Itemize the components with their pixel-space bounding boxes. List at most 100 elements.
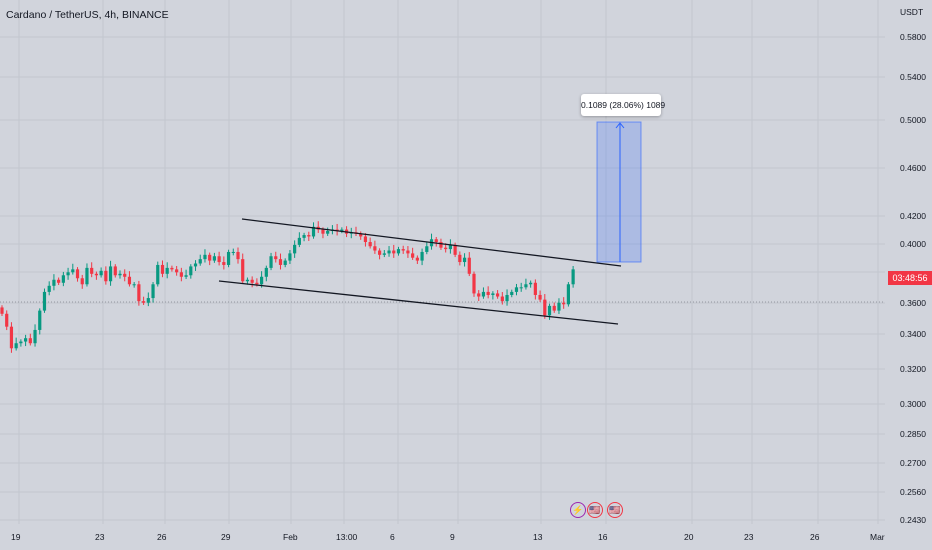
candle-body [14,343,18,349]
candle-body [9,326,14,349]
candle-body [406,250,410,254]
time-tick-label: 13:00 [336,532,358,542]
candle-body [458,254,462,263]
candle-body [453,244,457,255]
candle-body [241,259,245,282]
price-range-label[interactable]: 0.1089 (28.06%) 1089 [581,94,665,116]
channel-upper-trendline[interactable] [241,218,622,267]
time-tick-label: Mar [870,532,885,542]
candle-body [547,305,552,316]
time-tick-label: 23 [95,532,105,542]
candle-body [137,284,141,302]
candle-body [491,293,495,295]
candle-body [255,282,259,285]
candle-body [411,253,415,258]
candle-body [571,269,575,285]
candle-body [462,257,467,263]
candle-body [557,302,561,311]
candle-body [80,278,84,285]
candle-body [467,257,471,274]
price-range-box[interactable] [596,121,642,263]
candle-body [529,282,533,285]
candle-body [326,230,330,234]
candle-body [231,251,235,253]
time-tick-label: Feb [283,532,298,542]
us-flag-icon[interactable]: 🇺🇸 [587,502,603,518]
candle-body [99,270,103,276]
candle-body [198,259,202,264]
time-tick-label: 26 [810,532,820,542]
candle-body [47,285,51,292]
candle-body [0,307,4,314]
candle-body [94,273,98,276]
candle-body [382,253,386,255]
candle-body [288,253,292,261]
price-tick-label: 0.3000 [900,399,926,409]
candle-body [392,250,396,254]
candle-body [302,235,306,238]
candle-body [5,313,9,327]
price-tick-label: 0.2560 [900,487,926,497]
candle-body [104,270,108,282]
us-flag-icon[interactable]: 🇺🇸 [607,502,623,518]
candle-body [363,236,368,243]
candle-body [217,256,221,263]
candle-body [293,244,297,254]
candle-body [387,250,391,254]
candle-body [179,272,183,277]
candle-body [170,267,174,270]
time-axis[interactable]: 19 23 26 29 Feb 13:00 6 9 13 16 20 23 26 Mar [0,524,885,550]
price-tick-label: 0.3200 [900,364,926,374]
time-tick-label: 29 [221,532,231,542]
candle-body [33,329,37,344]
candle-body [269,256,273,268]
time-tick-label: 6 [390,532,395,542]
candle-body [57,279,61,283]
candle-body [113,266,117,276]
price-tick-label: 0.5800 [900,32,926,42]
candle-body [71,269,75,273]
price-tick-label: 0.3600 [900,298,926,308]
time-tick-label: 13 [533,532,543,542]
candle-body [226,251,231,265]
candle-body [123,273,127,277]
price-axis[interactable]: 0.5800 0.5400 0.5000 0.4600 0.4200 0.4000 0.36… [885,0,932,525]
candle-body [283,260,287,265]
candle-body [307,235,311,237]
time-tick-label: 9 [450,532,455,542]
countdown-price-tag: 03:48:56 [888,271,932,285]
grid-lines [0,0,885,524]
candle-body [401,249,405,251]
lightning-icon[interactable]: ⚡ [570,502,586,518]
candle-body [396,249,401,254]
symbol-title[interactable]: Cardano / TetherUS, 4h, BINANCE [6,9,169,21]
time-tick-label: 26 [157,532,167,542]
candle-body [562,302,566,305]
candle-body [444,247,448,250]
candle-body [543,299,547,316]
candle-body [519,287,523,289]
candle-body [533,282,537,295]
candle-body [264,267,268,277]
candle-body [52,279,56,286]
candle-body [425,246,429,252]
candle-body [448,244,452,250]
time-tick-label: 20 [684,532,694,542]
candle-body [61,275,65,283]
candle-body [477,293,481,297]
candle-body [278,259,283,265]
candle-body [505,294,509,302]
price-tick-label: 0.5400 [900,72,926,82]
candle-body [496,293,500,297]
currency-label: USDT [900,7,924,17]
candle-body [19,341,23,344]
candle-body [245,279,250,282]
candle-body [236,251,240,260]
candle-body [28,338,32,344]
candle-body [127,276,132,285]
candle-body [378,250,382,255]
candle-body [146,298,150,303]
channel-lower-trendline[interactable] [218,280,619,325]
